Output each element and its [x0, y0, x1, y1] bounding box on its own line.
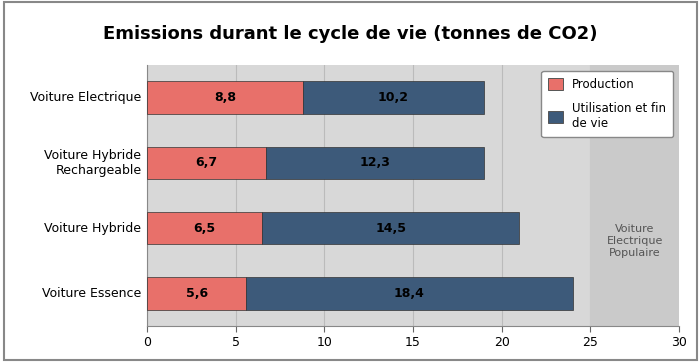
Bar: [246, 277, 573, 310]
Legend: Production, Utilisation et fin
de vie: Production, Utilisation et fin de vie: [541, 71, 673, 137]
Bar: [262, 212, 519, 244]
Text: 6,7: 6,7: [195, 156, 218, 169]
Text: 18,4: 18,4: [394, 287, 425, 300]
Text: 8,8: 8,8: [214, 91, 236, 104]
Text: Emissions durant le cycle de vie (tonnes de CO2): Emissions durant le cycle de vie (tonnes…: [103, 25, 597, 43]
Bar: [147, 147, 266, 179]
Bar: [266, 147, 484, 179]
Bar: [147, 277, 246, 310]
Bar: [147, 81, 303, 114]
FancyBboxPatch shape: [4, 2, 696, 360]
Text: 14,5: 14,5: [375, 222, 406, 235]
Bar: [147, 212, 262, 244]
Text: 6,5: 6,5: [194, 222, 216, 235]
Bar: [303, 81, 484, 114]
Text: Voiture
Electrique
Populaire: Voiture Electrique Populaire: [606, 224, 663, 258]
Text: 5,6: 5,6: [186, 287, 208, 300]
Text: 12,3: 12,3: [359, 156, 391, 169]
Bar: [590, 65, 679, 326]
Text: 10,2: 10,2: [378, 91, 409, 104]
